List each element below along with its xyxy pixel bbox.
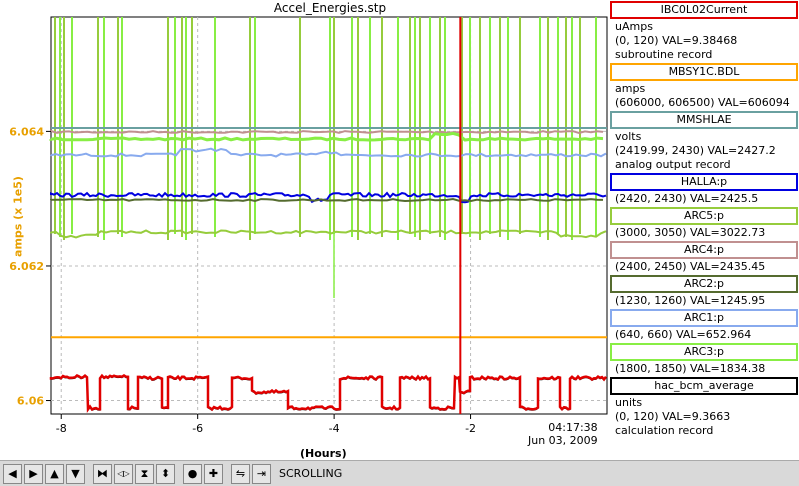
zoom-in-x-icon: ⧓ (97, 467, 108, 480)
y-tick-label: 6.06 (17, 395, 44, 408)
zoom-out-x-icon: ◁▷ (117, 468, 130, 478)
series-arc5-line (50, 229, 607, 239)
legend-item-name[interactable]: ARC2:p (610, 275, 798, 293)
legend-item-name[interactable]: hac_bcm_average (610, 377, 798, 395)
legend-item[interactable]: hac_bcm_average units (0, 120) VAL=9.3663 c… (610, 377, 799, 438)
legend-item-name[interactable]: IBC0L02Current (610, 1, 798, 19)
y-tick-label: 6.064 (9, 125, 44, 138)
legend-item-detail: subroutine record (615, 48, 713, 61)
time-readout: 04:17:38 Jun 03, 2009 (528, 421, 598, 447)
legend-item-name[interactable]: ARC3:p (610, 343, 798, 361)
autoscale-icon: ⇋ (235, 467, 246, 480)
legend-item[interactable]: ARC2:p (1230, 1260) VAL=1245.95 (610, 275, 799, 308)
legend-item-detail: amps (615, 82, 646, 95)
legend-panel: IBC0L02Current uAmps (0, 120) VAL=9.38468 s… (610, 0, 799, 438)
autoscale-button[interactable]: ⇋ (231, 463, 250, 484)
legend-item-detail: (1230, 1260) VAL=1245.95 (615, 294, 766, 307)
plot-title: Accel_Energies.stp (273, 1, 387, 15)
zoom-out-y-button[interactable]: ⬍ (156, 463, 175, 484)
status-text: SCROLLING (279, 467, 343, 480)
zoom-in-y-button[interactable]: ⧗ (135, 463, 154, 484)
legend-item[interactable]: IBC0L02Current uAmps (0, 120) VAL=9.38468 s… (610, 1, 799, 62)
time-readout-date: Jun 03, 2009 (528, 434, 598, 447)
legend-item[interactable]: ARC4:p (2400, 2450) VAL=2435.45 (610, 241, 799, 274)
legend-item-detail: (2400, 2450) VAL=2435.45 (615, 260, 766, 273)
pan-up-icon: ▲ (50, 467, 59, 480)
legend-item[interactable]: ARC5:p (3000, 3050) VAL=3022.73 (610, 207, 799, 240)
legend-item-name[interactable]: MBSY1C.BDL (610, 63, 798, 81)
zoom-out-x-button[interactable]: ◁▷ (114, 463, 133, 484)
legend-item-name[interactable]: HALLA:p (610, 173, 798, 191)
legend-item-detail: uAmps (615, 20, 653, 33)
pan-up-button[interactable]: ▲ (45, 463, 64, 484)
pan-right-icon: ▶ (29, 467, 38, 480)
legend-item-name[interactable]: ARC1:p (610, 309, 798, 327)
zoom-out-y-icon: ⬍ (160, 467, 171, 480)
y-axis-label: amps (x 1e5) (11, 176, 25, 257)
legend-item-detail: (1800, 1850) VAL=1834.38 (615, 362, 766, 375)
jump-end-icon: ⇥ (256, 467, 267, 480)
record-icon: ● (187, 467, 198, 480)
legend-item-name[interactable]: MMSHLAE (610, 111, 798, 129)
legend-item[interactable]: MBSY1C.BDL amps (606000, 606500) VAL=60609… (610, 63, 799, 110)
legend-item-detail: (606000, 606500) VAL=606094 (615, 96, 790, 109)
legend-item[interactable]: MMSHLAE volts (2419.99, 2430) VAL=2427.2 an… (610, 111, 799, 172)
series-arc2-line (50, 197, 604, 203)
legend-item-detail: (3000, 3050) VAL=3022.73 (615, 226, 766, 239)
legend-item-detail: analog output record (615, 158, 731, 171)
x-tick-label: -8 (56, 422, 67, 435)
legend-item-detail: (0, 120) VAL=9.3663 (615, 410, 731, 423)
zoom-in-y-icon: ⧗ (140, 467, 149, 480)
legend-item[interactable]: ARC1:p (640, 660) VAL=652.964 (610, 309, 799, 342)
series-arc4-line (50, 129, 604, 135)
series-arc1-line (50, 147, 607, 158)
legend-item-detail: (2419.99, 2430) VAL=2427.2 (615, 144, 776, 157)
legend-item-detail: calculation record (615, 424, 714, 437)
series-arc3-line (49, 131, 604, 142)
legend-item-name[interactable]: ARC5:p (610, 207, 798, 225)
pan-left-icon: ◀ (8, 467, 17, 480)
pan-left-button[interactable]: ◀ (3, 463, 22, 484)
legend-item[interactable]: ARC3:p (1800, 1850) VAL=1834.38 (610, 343, 799, 376)
legend-item-detail: units (615, 396, 643, 409)
series-ibc0l02-line (49, 373, 607, 414)
series-halla-line (50, 191, 607, 204)
strip-chart[interactable]: -8 -6 -4 -2 6.06 6.062 6.064 (0, 0, 610, 460)
jump-end-button[interactable]: ⇥ (252, 463, 271, 484)
pan-right-button[interactable]: ▶ (24, 463, 43, 484)
add-trace-button[interactable]: ✚ (204, 463, 223, 484)
x-axis-label: (Hours) (300, 447, 347, 460)
x-tick-label: -2 (465, 422, 476, 435)
zoom-in-x-button[interactable]: ⧓ (93, 463, 112, 484)
pan-down-button[interactable]: ▼ (66, 463, 85, 484)
y-tick-label: 6.062 (9, 260, 44, 273)
time-readout-time: 04:17:38 (548, 421, 598, 434)
add-trace-icon: ✚ (208, 467, 219, 480)
legend-item-detail: (640, 660) VAL=652.964 (615, 328, 752, 341)
legend-item[interactable]: HALLA:p (2420, 2430) VAL=2425.5 (610, 173, 799, 206)
record-button[interactable]: ● (183, 463, 202, 484)
x-tick-label: -6 (192, 422, 203, 435)
legend-item-detail: (2420, 2430) VAL=2425.5 (615, 192, 759, 205)
legend-item-name[interactable]: ARC4:p (610, 241, 798, 259)
legend-item-detail: (0, 120) VAL=9.38468 (615, 34, 738, 47)
pan-down-icon: ▼ (71, 467, 80, 480)
x-tick-label: -4 (329, 422, 340, 435)
toolbar: ◀ ▶ ▲ ▼ ⧓ ◁▷ ⧗ ⬍ ● ✚ ⇋ ⇥ SCROLLING (0, 460, 799, 486)
legend-item-detail: volts (615, 130, 642, 143)
